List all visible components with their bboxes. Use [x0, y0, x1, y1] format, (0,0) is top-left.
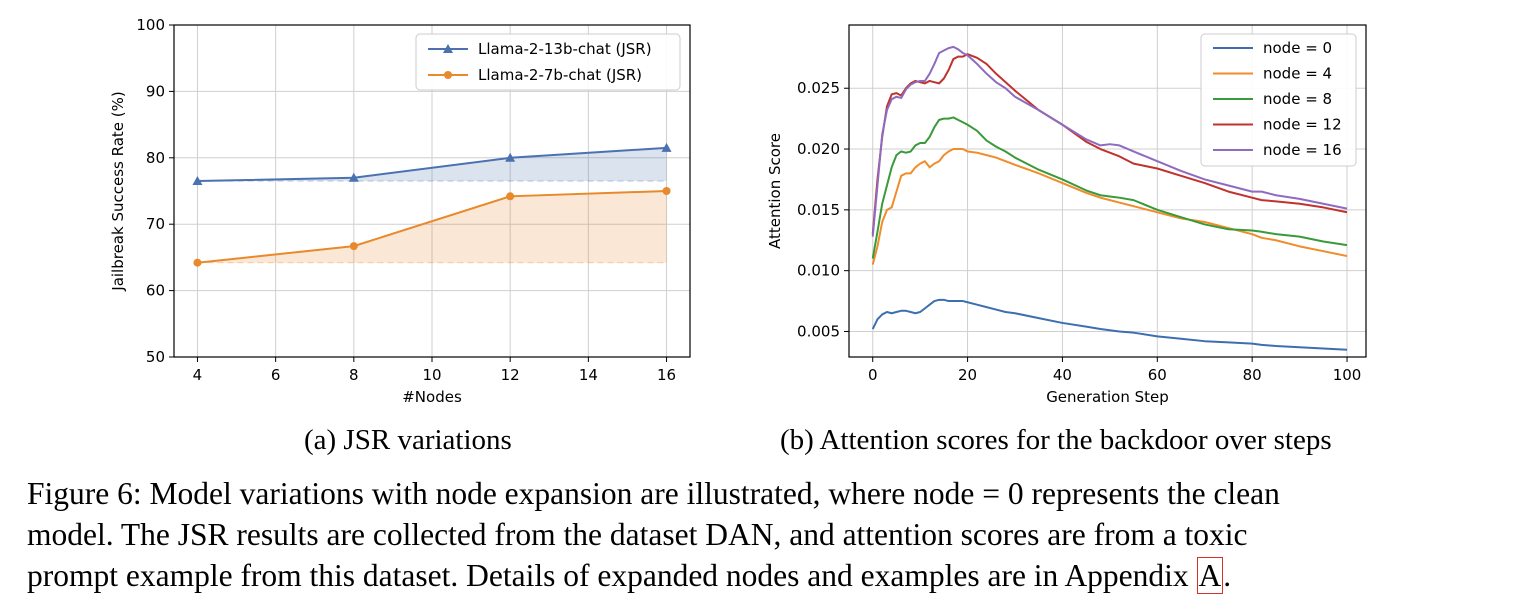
- y-tick-label: 0.015: [797, 201, 840, 219]
- y-axis-label: Jailbreak Success Rate (%): [109, 91, 127, 291]
- y-axis-label: Attention Score: [766, 133, 784, 249]
- legend-box: [1200, 33, 1357, 167]
- ticks: 0 20 40 60 80 100 0.005 0.010 0.015 0.020 0.025: [797, 79, 1361, 384]
- plot-frame: [848, 24, 1367, 358]
- y-tick-label: 0.025: [797, 79, 840, 97]
- attention-chart: 0 20 40 60 80 100 0.005 0.010 0.015 0.020 0.025 Gen…: [766, 24, 1367, 406]
- legend: node = 0 node = 4 node = 8 node = 12 node = …: [1200, 33, 1357, 167]
- ticks: 4 6 8 10 12 14 16 50 60 70 80 90 100: [136, 16, 676, 384]
- x-tick-label: 80: [1243, 366, 1262, 384]
- series-line: [871, 148, 1348, 265]
- x-tick-label: 4: [193, 366, 203, 384]
- y-tick-label: 0.020: [797, 140, 840, 158]
- figure-caption: Figure 6: Model variations with node exp…: [27, 473, 1505, 596]
- caption-a: (a) JSR variations: [304, 424, 512, 456]
- y-tick-label: 70: [146, 215, 165, 233]
- data-point: [662, 187, 671, 195]
- x-tick-label: 14: [579, 366, 598, 384]
- data-point: [349, 242, 358, 251]
- y-tick-label: 80: [146, 149, 165, 167]
- x-tick-label: 100: [1333, 366, 1362, 384]
- legend-label: node = 8: [1263, 90, 1332, 108]
- legend-label: Llama-2-13b-chat (JSR): [478, 40, 652, 58]
- series-line: [871, 298, 1348, 351]
- figure-caption-line-2: model. The JSR results are collected fro…: [27, 517, 1248, 552]
- jsr-chart: 4 6 8 10 12 14 16 50 60 70 80 90 100 #Nodes Jailbreak …: [109, 16, 691, 406]
- x-tick-label: 8: [349, 366, 359, 384]
- figure-caption-line-3-text: prompt example from this dataset. Detail…: [27, 558, 1197, 593]
- x-axis-label: #Nodes: [402, 388, 462, 406]
- legend-label: node = 12: [1263, 116, 1342, 134]
- x-tick-label: 40: [1053, 366, 1072, 384]
- series-line: [197, 146, 667, 183]
- legend-marker: [444, 71, 452, 79]
- series-area: [197, 191, 667, 263]
- legend-label: node = 0: [1263, 39, 1332, 57]
- x-tick-label: 16: [657, 366, 676, 384]
- y-tick-label: 100: [136, 16, 165, 34]
- figure-caption-line-3: prompt example from this dataset. Detail…: [27, 555, 1505, 596]
- figure-caption-line-1: Figure 6: Model variations with node exp…: [27, 476, 1280, 511]
- data-point: [348, 172, 359, 182]
- x-tick-label: 10: [422, 366, 441, 384]
- series-0: [192, 142, 672, 186]
- x-tick-label: 6: [271, 366, 281, 384]
- legend-label: node = 4: [1263, 65, 1332, 83]
- y-tick-label: 0.010: [797, 262, 840, 280]
- data-point: [661, 142, 672, 152]
- legend-marker: [443, 44, 453, 53]
- legend-label: Llama-2-7b-chat (JSR): [478, 66, 642, 84]
- series-line: [871, 45, 1348, 237]
- x-tick-label: 60: [1148, 366, 1167, 384]
- series-0: [871, 298, 1348, 351]
- caption-b: (b) Attention scores for the backdoor ov…: [780, 424, 1332, 456]
- figure-caption-line-3-end: .: [1223, 558, 1232, 593]
- x-axis-label: Generation Step: [1046, 388, 1169, 406]
- data-point: [505, 152, 516, 162]
- series-2: [871, 116, 1348, 259]
- y-tick-label: 60: [146, 282, 165, 300]
- series-4: [871, 45, 1348, 237]
- data-point: [192, 176, 203, 186]
- data-point: [506, 192, 515, 201]
- y-tick-label: 90: [146, 82, 165, 100]
- appendix-a-link[interactable]: A: [1196, 557, 1224, 594]
- y-tick-label: 50: [146, 348, 165, 366]
- y-tick-label: 0.005: [797, 322, 840, 340]
- series-1: [193, 187, 671, 267]
- x-tick-label: 12: [501, 366, 520, 384]
- legend-label: node = 16: [1263, 141, 1342, 159]
- legend-box: [415, 33, 681, 91]
- series-1: [871, 148, 1348, 265]
- x-tick-label: 20: [958, 366, 977, 384]
- series-line: [197, 190, 667, 264]
- data-point: [193, 258, 202, 267]
- legend: Llama-2-13b-chat (JSR) Llama-2-7b-chat (J…: [415, 33, 681, 91]
- series-line: [871, 116, 1348, 259]
- x-tick-label: 0: [868, 366, 878, 384]
